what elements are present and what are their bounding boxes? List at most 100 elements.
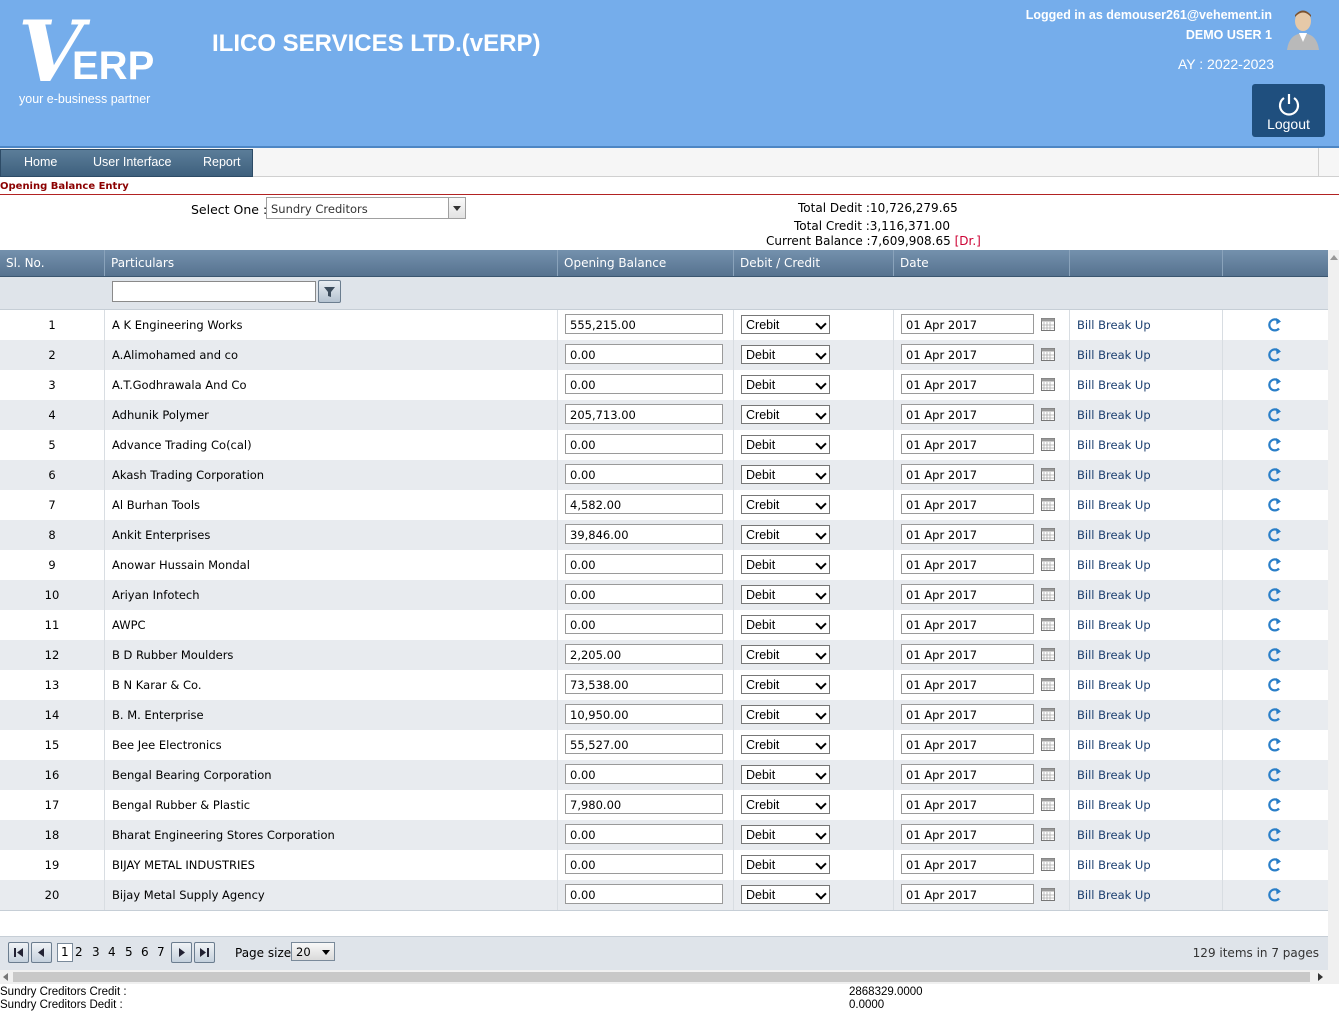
opening-balance-input[interactable]: 0.00 — [565, 884, 723, 904]
date-input[interactable]: 01 Apr 2017 — [901, 824, 1034, 844]
calendar-icon[interactable] — [1041, 738, 1055, 751]
debit-credit-select[interactable]: Crebit — [741, 705, 830, 724]
date-input[interactable]: 01 Apr 2017 — [901, 494, 1034, 514]
col-debit-credit[interactable]: Debit / Credit — [733, 250, 893, 276]
calendar-icon[interactable] — [1041, 828, 1055, 841]
date-input[interactable]: 01 Apr 2017 — [901, 764, 1034, 784]
debit-credit-select[interactable]: Debit — [741, 375, 830, 394]
prev-page-button[interactable] — [31, 942, 52, 963]
date-input[interactable]: 01 Apr 2017 — [901, 524, 1034, 544]
date-input[interactable]: 01 Apr 2017 — [901, 434, 1034, 454]
bill-break-up-link[interactable]: Bill Break Up — [1077, 438, 1151, 452]
calendar-icon[interactable] — [1041, 858, 1055, 871]
scroll-up-icon[interactable] — [1330, 254, 1338, 262]
refresh-icon[interactable] — [1267, 347, 1283, 363]
refresh-icon[interactable] — [1267, 317, 1283, 333]
page-number-5[interactable]: 5 — [125, 945, 133, 959]
debit-credit-select[interactable]: Crebit — [741, 645, 830, 664]
debit-credit-select[interactable]: Debit — [741, 825, 830, 844]
page-number-7[interactable]: 7 — [157, 945, 165, 959]
opening-balance-input[interactable]: 2,205.00 — [565, 644, 723, 664]
filter-button[interactable] — [318, 280, 341, 303]
bill-break-up-link[interactable]: Bill Break Up — [1077, 378, 1151, 392]
opening-balance-input[interactable]: 0.00 — [565, 764, 723, 784]
bill-break-up-link[interactable]: Bill Break Up — [1077, 828, 1151, 842]
opening-balance-input[interactable]: 0.00 — [565, 344, 723, 364]
bill-break-up-link[interactable]: Bill Break Up — [1077, 678, 1151, 692]
page-number-1[interactable]: 1 — [57, 943, 73, 962]
logout-button[interactable]: Logout — [1252, 84, 1325, 137]
refresh-icon[interactable] — [1267, 527, 1283, 543]
refresh-icon[interactable] — [1267, 737, 1283, 753]
opening-balance-input[interactable]: 0.00 — [565, 854, 723, 874]
date-input[interactable]: 01 Apr 2017 — [901, 464, 1034, 484]
menu-report[interactable]: Report — [203, 155, 241, 169]
calendar-icon[interactable] — [1041, 588, 1055, 601]
scroll-left-icon[interactable] — [2, 973, 10, 981]
refresh-icon[interactable] — [1267, 647, 1283, 663]
opening-balance-input[interactable]: 0.00 — [565, 554, 723, 574]
calendar-icon[interactable] — [1041, 708, 1055, 721]
calendar-icon[interactable] — [1041, 888, 1055, 901]
horizontal-scroll-thumb[interactable] — [13, 972, 1310, 982]
opening-balance-input[interactable]: 4,582.00 — [565, 494, 723, 514]
calendar-icon[interactable] — [1041, 348, 1055, 361]
debit-credit-select[interactable]: Debit — [741, 855, 830, 874]
debit-credit-select[interactable]: Crebit — [741, 315, 830, 334]
date-input[interactable]: 01 Apr 2017 — [901, 584, 1034, 604]
ledger-group-select[interactable]: Sundry Creditors — [266, 197, 466, 219]
refresh-icon[interactable] — [1267, 587, 1283, 603]
opening-balance-input[interactable]: 55,527.00 — [565, 734, 723, 754]
calendar-icon[interactable] — [1041, 618, 1055, 631]
calendar-icon[interactable] — [1041, 408, 1055, 421]
bill-break-up-link[interactable]: Bill Break Up — [1077, 408, 1151, 422]
bill-break-up-link[interactable]: Bill Break Up — [1077, 798, 1151, 812]
menu-home[interactable]: Home — [24, 155, 58, 169]
calendar-icon[interactable] — [1041, 648, 1055, 661]
opening-balance-input[interactable]: 0.00 — [565, 434, 723, 454]
page-number-4[interactable]: 4 — [108, 945, 116, 959]
bill-break-up-link[interactable]: Bill Break Up — [1077, 708, 1151, 722]
bill-break-up-link[interactable]: Bill Break Up — [1077, 588, 1151, 602]
debit-credit-select[interactable]: Crebit — [741, 735, 830, 754]
last-page-button[interactable] — [194, 942, 215, 963]
debit-credit-select[interactable]: Crebit — [741, 525, 830, 544]
calendar-icon[interactable] — [1041, 318, 1055, 331]
chevron-down-icon[interactable] — [448, 198, 465, 218]
refresh-icon[interactable] — [1267, 677, 1283, 693]
opening-balance-input[interactable]: 73,538.00 — [565, 674, 723, 694]
bill-break-up-link[interactable]: Bill Break Up — [1077, 498, 1151, 512]
page-number-3[interactable]: 3 — [92, 945, 100, 959]
debit-credit-select[interactable]: Debit — [741, 585, 830, 604]
opening-balance-input[interactable]: 0.00 — [565, 584, 723, 604]
opening-balance-input[interactable]: 7,980.00 — [565, 794, 723, 814]
debit-credit-select[interactable]: Debit — [741, 765, 830, 784]
col-sl-no[interactable]: Sl. No. — [6, 256, 45, 270]
next-page-button[interactable] — [171, 942, 192, 963]
calendar-icon[interactable] — [1041, 468, 1055, 481]
refresh-icon[interactable] — [1267, 797, 1283, 813]
date-input[interactable]: 01 Apr 2017 — [901, 674, 1034, 694]
first-page-button[interactable] — [8, 942, 29, 963]
refresh-icon[interactable] — [1267, 617, 1283, 633]
refresh-icon[interactable] — [1267, 407, 1283, 423]
bill-break-up-link[interactable]: Bill Break Up — [1077, 858, 1151, 872]
calendar-icon[interactable] — [1041, 528, 1055, 541]
refresh-icon[interactable] — [1267, 497, 1283, 513]
col-particulars[interactable]: Particulars — [104, 250, 557, 276]
particulars-filter-input[interactable] — [112, 281, 316, 302]
opening-balance-input[interactable]: 0.00 — [565, 824, 723, 844]
col-date[interactable]: Date — [893, 250, 1069, 276]
calendar-icon[interactable] — [1041, 438, 1055, 451]
calendar-icon[interactable] — [1041, 558, 1055, 571]
date-input[interactable]: 01 Apr 2017 — [901, 614, 1034, 634]
calendar-icon[interactable] — [1041, 798, 1055, 811]
refresh-icon[interactable] — [1267, 887, 1283, 903]
opening-balance-input[interactable]: 39,846.00 — [565, 524, 723, 544]
date-input[interactable]: 01 Apr 2017 — [901, 704, 1034, 724]
bill-break-up-link[interactable]: Bill Break Up — [1077, 768, 1151, 782]
debit-credit-select[interactable]: Debit — [741, 435, 830, 454]
page-number-6[interactable]: 6 — [141, 945, 149, 959]
refresh-icon[interactable] — [1267, 467, 1283, 483]
opening-balance-input[interactable]: 0.00 — [565, 614, 723, 634]
